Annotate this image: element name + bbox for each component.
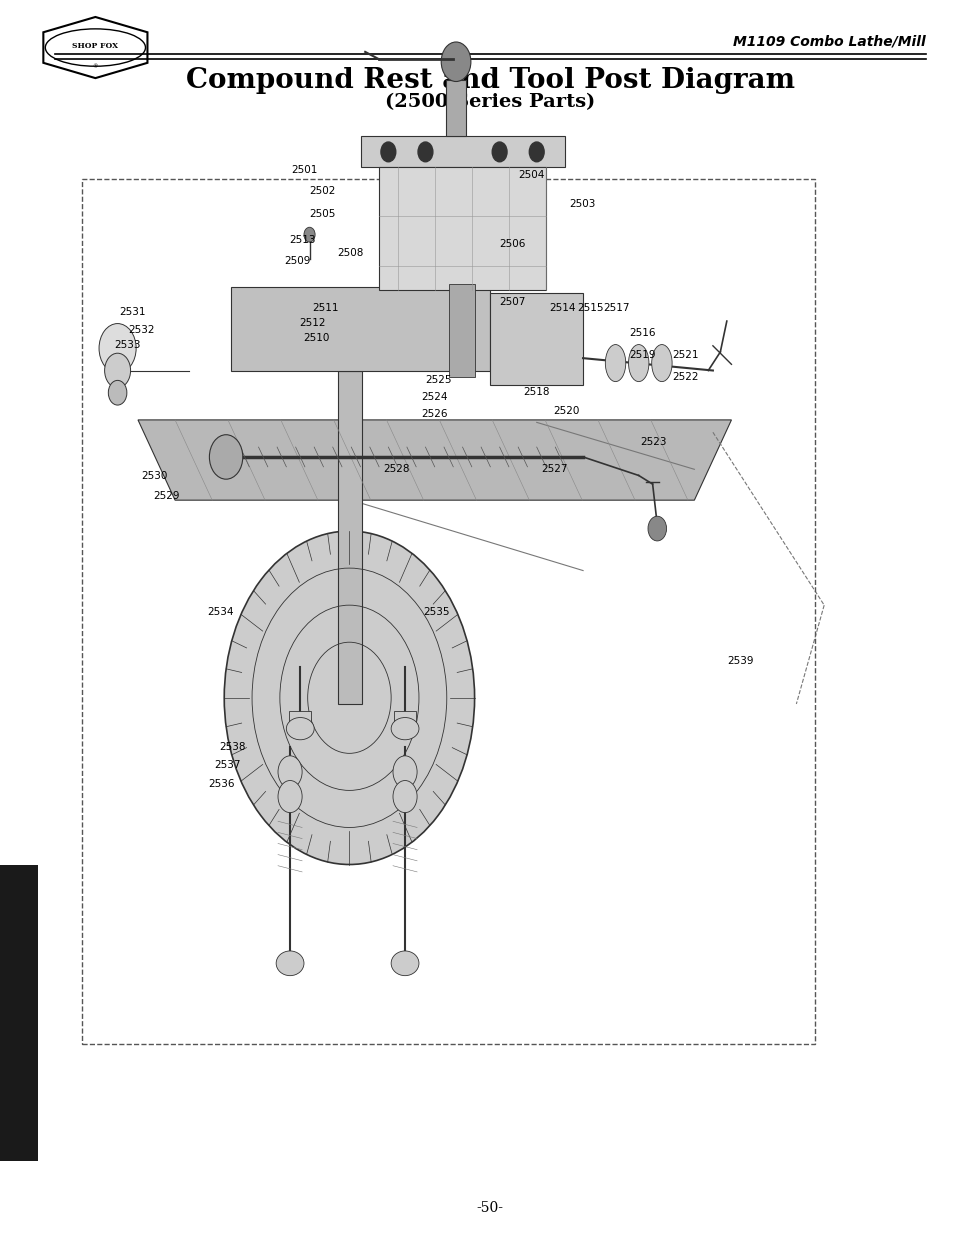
FancyBboxPatch shape — [289, 711, 311, 729]
Text: 2535: 2535 — [423, 608, 450, 618]
Ellipse shape — [628, 345, 648, 382]
FancyBboxPatch shape — [378, 167, 545, 290]
Text: 2516: 2516 — [629, 329, 656, 338]
Text: 2504: 2504 — [517, 170, 544, 180]
Polygon shape — [138, 420, 731, 500]
Text: 2523: 2523 — [639, 437, 666, 447]
Circle shape — [393, 781, 416, 813]
Text: 2525: 2525 — [425, 375, 452, 385]
Text: ®: ® — [92, 64, 98, 69]
Text: 2524: 2524 — [421, 393, 448, 403]
Text: (2500 Series Parts): (2500 Series Parts) — [385, 94, 595, 111]
Ellipse shape — [286, 718, 314, 740]
FancyBboxPatch shape — [394, 711, 416, 729]
Text: 2519: 2519 — [629, 351, 656, 361]
Text: 2527: 2527 — [540, 464, 567, 474]
Circle shape — [647, 516, 666, 541]
Text: -50-: -50- — [476, 1200, 503, 1215]
Text: 2507: 2507 — [499, 298, 525, 308]
Text: 2512: 2512 — [299, 319, 326, 329]
Circle shape — [440, 42, 471, 82]
Text: 2530: 2530 — [142, 472, 168, 482]
Ellipse shape — [651, 345, 672, 382]
Circle shape — [529, 142, 543, 162]
Text: 2538: 2538 — [219, 742, 246, 752]
Text: 2520: 2520 — [553, 406, 579, 416]
Text: 2510: 2510 — [303, 333, 329, 343]
FancyBboxPatch shape — [231, 287, 490, 370]
Circle shape — [109, 380, 127, 405]
Text: 2536: 2536 — [209, 779, 234, 789]
Circle shape — [277, 756, 302, 788]
Text: 2501: 2501 — [291, 165, 317, 175]
Text: 2522: 2522 — [672, 373, 698, 383]
Text: 2531: 2531 — [119, 308, 146, 317]
FancyBboxPatch shape — [360, 136, 564, 167]
Text: PARTS: PARTS — [0, 992, 10, 1046]
Circle shape — [99, 324, 136, 373]
Text: 2532: 2532 — [129, 326, 155, 336]
Text: 2526: 2526 — [421, 410, 448, 420]
Text: 2518: 2518 — [523, 388, 550, 398]
Text: 2537: 2537 — [213, 761, 240, 771]
Text: 2511: 2511 — [312, 304, 338, 314]
Circle shape — [417, 142, 433, 162]
FancyBboxPatch shape — [338, 370, 362, 704]
Text: 2509: 2509 — [284, 257, 311, 267]
Circle shape — [380, 142, 395, 162]
Text: 2502: 2502 — [309, 186, 335, 196]
Text: M1109 Combo Lathe/Mill: M1109 Combo Lathe/Mill — [733, 35, 925, 49]
Text: 2506: 2506 — [499, 240, 525, 249]
Text: 2515: 2515 — [577, 304, 603, 314]
Text: 2533: 2533 — [113, 341, 140, 351]
Circle shape — [209, 435, 242, 479]
Circle shape — [224, 531, 474, 864]
Circle shape — [277, 781, 302, 813]
Text: 2505: 2505 — [309, 210, 335, 220]
Text: 2514: 2514 — [548, 304, 575, 314]
Circle shape — [393, 756, 416, 788]
Text: 2513: 2513 — [289, 236, 315, 246]
Circle shape — [492, 142, 507, 162]
Text: 2528: 2528 — [383, 464, 410, 474]
Text: 2517: 2517 — [603, 304, 629, 314]
Ellipse shape — [605, 345, 625, 382]
Text: 2508: 2508 — [337, 248, 363, 258]
Text: Compound Rest and Tool Post Diagram: Compound Rest and Tool Post Diagram — [186, 67, 794, 94]
Text: 2503: 2503 — [569, 200, 595, 210]
FancyBboxPatch shape — [445, 80, 466, 136]
Text: 2534: 2534 — [208, 608, 233, 618]
Circle shape — [304, 227, 314, 242]
FancyBboxPatch shape — [448, 284, 474, 377]
Ellipse shape — [391, 951, 418, 976]
Text: 2539: 2539 — [727, 657, 754, 667]
Ellipse shape — [391, 718, 418, 740]
Text: SHOP FOX: SHOP FOX — [72, 42, 118, 51]
Ellipse shape — [275, 951, 304, 976]
Text: 2521: 2521 — [672, 351, 698, 361]
Text: 2529: 2529 — [152, 492, 179, 501]
FancyBboxPatch shape — [490, 293, 582, 385]
Circle shape — [105, 353, 131, 388]
